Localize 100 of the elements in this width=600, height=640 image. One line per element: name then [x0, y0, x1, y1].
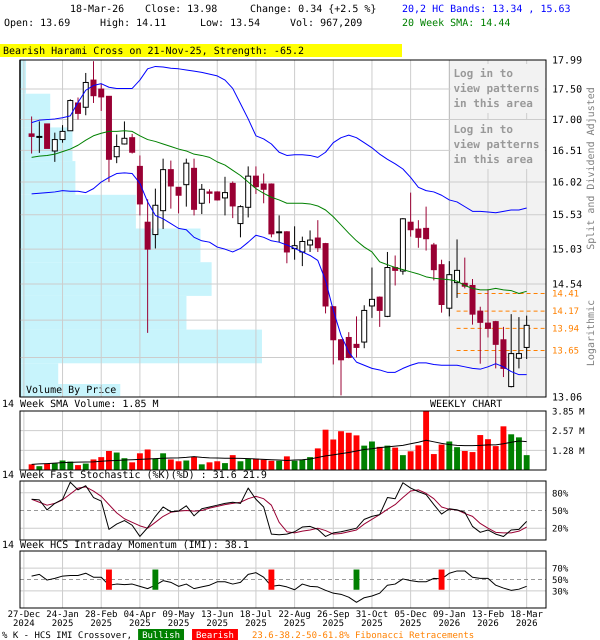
- bar: [338, 431, 344, 470]
- text: Bearish: [196, 631, 234, 640]
- text: 20 Week SMA: 14.44: [402, 18, 510, 29]
- candlestick: [36, 120, 42, 154]
- line-series: [31, 440, 528, 465]
- y-tick-label: 1.28 M: [552, 446, 586, 457]
- candlestick: [176, 186, 182, 214]
- candlestick: [75, 97, 82, 120]
- candlestick: [516, 316, 522, 369]
- text: High: 14.11: [100, 18, 166, 29]
- x-tick-label: 09-May 2025: [162, 610, 196, 629]
- candlestick: [524, 315, 530, 360]
- bar: [268, 460, 274, 470]
- candlestick: [198, 184, 205, 215]
- legend-title: % K - HCS IMI Crossover,: [2, 631, 132, 640]
- y-tick-label: 3.85 M: [552, 408, 586, 418]
- x-tick-label: 18-Mar 2026: [510, 610, 544, 629]
- y-tick-label: 2.57 M: [552, 427, 586, 438]
- text: Bearish Harami Cross on 21-Nov-25, Strength: -65.2: [3, 46, 304, 57]
- x-tick-label: 31-Oct 2025: [356, 610, 388, 629]
- bar: [392, 448, 398, 470]
- bar: [462, 450, 468, 470]
- bar: [121, 458, 128, 470]
- bar: [477, 435, 484, 470]
- text: Log in to view patterns in this area: [453, 123, 540, 166]
- candlestick: [408, 192, 414, 238]
- bar: [129, 462, 136, 470]
- x-tick-label: 24-Jan 2025: [46, 610, 79, 629]
- text: Open: 13.69: [4, 18, 70, 29]
- x-tick-label: 09-Jan 2026: [433, 610, 466, 629]
- bar: [408, 451, 414, 470]
- text: WEEKLY CHART: [430, 399, 502, 410]
- band-label: Log in to view patterns in this area: [453, 67, 540, 110]
- y-tick-label: 17.00: [552, 115, 582, 126]
- x-tick-label: 04-Apr 2025: [124, 610, 157, 629]
- line-series: [31, 570, 528, 603]
- bar: [354, 435, 360, 470]
- text: 23.6-38.2-50-61.8% Fibonacci Retracements: [252, 631, 474, 640]
- y-tick-label: 30%: [552, 587, 569, 598]
- y-tick-label: 17.99: [552, 56, 582, 66]
- y-tick-label: 80%: [552, 489, 569, 500]
- y-tick-label: 15.03: [552, 244, 582, 256]
- ref-line-label: 14.41: [552, 289, 580, 300]
- x-tick-label: 27-Dec 2024: [8, 610, 40, 629]
- text: Logarithmic: [586, 300, 597, 366]
- bar: [322, 430, 328, 470]
- bar: [222, 463, 228, 470]
- x-tick-label: 26-Sep 2025: [317, 610, 350, 629]
- y-tick-label: 17.50: [552, 84, 582, 96]
- bar: [384, 446, 390, 470]
- bar: [75, 465, 81, 470]
- candlestick: [222, 176, 228, 216]
- text: Bullish: [142, 631, 180, 640]
- bar: [500, 426, 506, 470]
- bar: [400, 455, 406, 470]
- bar: [206, 462, 212, 470]
- candlestick: [376, 296, 383, 328]
- candlestick: [284, 230, 290, 264]
- y-tick-label: 20%: [552, 524, 569, 535]
- candlestick: [368, 267, 375, 318]
- x-tick-label: 28-Feb 2025: [84, 610, 118, 629]
- candlestick: [183, 158, 190, 208]
- y-tick-label: 16.51: [552, 146, 582, 157]
- x-tick-label: 13-Jun 2025: [200, 610, 234, 629]
- text: 18-Mar-26: [70, 4, 124, 15]
- bar: [106, 450, 112, 470]
- y-tick-label: 15.53: [552, 210, 582, 222]
- chart-title: 14 Week Fast Stochastic (%K)(%D) : 31.6 21.9: [2, 470, 267, 481]
- candlestick: [121, 120, 128, 146]
- chart-title: 14 Week SMA Volume: 1.85 M: [2, 399, 159, 410]
- candlestick: [114, 134, 120, 164]
- x-tick-label: 13-Feb 2026: [472, 610, 504, 629]
- y-axis-title: Split and Dividend Adjusted: [586, 87, 597, 250]
- bar: [191, 456, 197, 470]
- ref-line-label: 13.65: [552, 346, 580, 357]
- text: Vol: 967,209: [290, 18, 362, 29]
- y-tick-label: 50%: [552, 576, 569, 586]
- bar: [36, 466, 42, 470]
- candlestick: [129, 133, 136, 154]
- y-tick-label: 16.02: [552, 178, 582, 189]
- y-tick-label: 14.54: [552, 280, 582, 291]
- candlestick: [28, 116, 35, 154]
- text: 20,2 HC Bands: 13.34 , 15.63: [402, 4, 571, 15]
- candlestick: [292, 226, 298, 260]
- candlestick: [206, 188, 213, 204]
- bar: [454, 447, 460, 470]
- bar: [485, 439, 491, 470]
- bar: [292, 460, 298, 470]
- y-tick-label: 50%: [552, 507, 569, 517]
- text: Change: 0.34 {+2.5 %}: [250, 4, 376, 15]
- bar: [238, 461, 244, 470]
- y-tick-label: 70%: [552, 564, 569, 575]
- x-tick-label: 18-Jul 2025: [240, 610, 272, 629]
- candlestick: [276, 214, 282, 243]
- x-tick-label: 05-Dec 2025: [394, 610, 427, 629]
- text: Low: 13.54: [200, 18, 260, 29]
- bar: [369, 441, 375, 470]
- line-series: [31, 172, 528, 376]
- bar: [276, 460, 282, 470]
- candlestick: [230, 180, 236, 219]
